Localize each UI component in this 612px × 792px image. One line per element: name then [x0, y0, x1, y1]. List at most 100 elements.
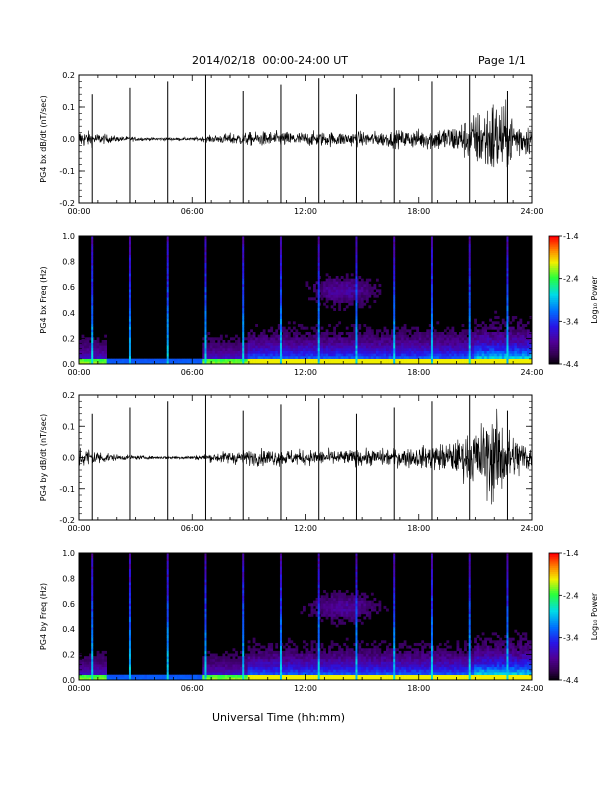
spectrogram-cell: [514, 329, 518, 333]
spectrogram-cell: [325, 597, 329, 601]
spectrogram-cell: [104, 345, 107, 349]
spectrogram-cell: [481, 361, 485, 365]
spectrogram-line-cell: [468, 350, 471, 354]
spectrogram-cell: [484, 350, 487, 354]
spectrogram-cell: [368, 650, 372, 654]
spectrogram-cell: [464, 669, 467, 673]
spectrogram-cell: [260, 658, 264, 662]
spectrogram-cell: [99, 342, 102, 346]
spectrogram-cell: [290, 648, 294, 652]
spectrogram-line-cell: [91, 289, 94, 293]
spectrogram-cell: [383, 674, 387, 678]
spectrogram-vertical-line: [204, 236, 207, 365]
spectrogram-cell: [315, 611, 319, 615]
spectrogram-cell: [86, 658, 90, 662]
spectrogram-line-cell: [91, 252, 94, 255]
spectrogram-cell: [237, 669, 241, 673]
spectrogram-cell: [438, 342, 442, 346]
spectrogram-cell: [343, 642, 347, 646]
spectrogram-cell: [491, 648, 495, 652]
spectrogram-cell: [305, 361, 309, 365]
spectrogram-cell: [489, 361, 493, 365]
spectrogram-cell: [501, 677, 505, 681]
spectrogram-cell: [96, 337, 100, 341]
spectrogram-cell: [511, 348, 515, 351]
spectrogram-line-cell: [430, 244, 433, 247]
spectrogram-cell: [209, 658, 213, 662]
spectrogram-line-cell: [242, 348, 245, 351]
spectrogram-cell: [101, 356, 105, 359]
spectrogram-cell: [323, 600, 326, 604]
spectrogram-cell: [416, 326, 420, 330]
spectrogram-cell: [245, 356, 248, 359]
spectrogram-cell: [325, 603, 329, 607]
spectrogram-line-cell: [128, 358, 131, 362]
spectrogram-line-cell: [430, 252, 433, 255]
spectrogram-cell: [290, 658, 294, 662]
spectrogram-line-cell: [91, 265, 94, 269]
spectrogram-cell: [476, 666, 480, 670]
spectrogram-cell: [496, 650, 500, 654]
spectrogram-cell: [217, 674, 221, 678]
spectrogram-cell: [275, 353, 279, 357]
spectrogram-vertical-line: [91, 236, 94, 365]
spectrogram-cell: [456, 345, 460, 349]
spectrogram-cell: [375, 294, 379, 298]
spectrogram-cell: [373, 334, 377, 338]
spectrogram-cell: [416, 361, 420, 365]
spectrogram-cell: [491, 353, 495, 357]
spectrogram-cell: [96, 664, 100, 668]
spectrogram-cell: [378, 284, 382, 287]
spectrogram-cell: [476, 664, 480, 668]
spectrogram-cell: [363, 664, 367, 668]
spectrogram-cell: [305, 353, 309, 357]
spectrogram-cell: [514, 350, 518, 354]
spectrogram-cell: [315, 337, 319, 341]
spectrogram-cell: [411, 653, 415, 657]
spectrogram-cell: [459, 345, 462, 349]
spectrogram-cell: [104, 348, 107, 351]
spectrogram-cell: [237, 658, 241, 662]
spectrogram-line-cell: [506, 334, 509, 338]
spectrogram-cell: [365, 353, 369, 357]
spectrogram-cell: [375, 353, 379, 357]
spectrogram-cell: [501, 666, 505, 670]
spectrogram-cell: [398, 348, 402, 351]
spectrogram-cell: [406, 664, 409, 668]
spectrogram-cell: [403, 324, 407, 327]
spectrogram-cell: [350, 342, 354, 346]
spectrogram-line-cell: [317, 300, 320, 303]
spectrogram-cell: [443, 361, 447, 365]
spectrogram-cell: [287, 637, 291, 641]
spectrogram-cell: [333, 590, 336, 593]
spectrogram-cell: [350, 653, 354, 657]
spectrogram-cell: [360, 650, 364, 654]
spectrogram-cell: [481, 340, 485, 343]
spectrogram-cell: [323, 653, 326, 657]
spectrogram-cell: [330, 674, 334, 678]
spectrogram-cell: [381, 345, 384, 349]
spectrogram-cell: [381, 661, 384, 665]
spectrogram-cell: [295, 666, 299, 670]
spectrogram-cell: [421, 334, 425, 338]
spectrogram-cell: [418, 650, 422, 654]
spectrogram-cell: [330, 613, 334, 617]
spectrogram-line-cell: [279, 305, 282, 309]
spectrogram-cell: [297, 332, 301, 335]
spectrogram-line-cell: [166, 281, 169, 285]
spectrogram-cell: [446, 356, 450, 359]
spectrogram-cell: [240, 361, 243, 365]
spectrogram-line-cell: [204, 348, 207, 351]
spectrogram-line-cell: [355, 278, 358, 282]
spectrogram-cell: [370, 653, 374, 657]
spectrogram-cell: [386, 669, 389, 673]
spectrogram-cell: [144, 361, 148, 365]
spectrogram-cell: [388, 666, 392, 670]
spectrogram-cell: [308, 613, 311, 617]
spectrogram-cell: [224, 658, 228, 662]
spectrogram-cell: [315, 613, 319, 617]
spectrogram-cell: [250, 672, 253, 676]
spectrogram-cell: [345, 637, 349, 641]
spectrogram-line-cell: [468, 292, 471, 295]
spectrogram-cell: [373, 664, 377, 668]
